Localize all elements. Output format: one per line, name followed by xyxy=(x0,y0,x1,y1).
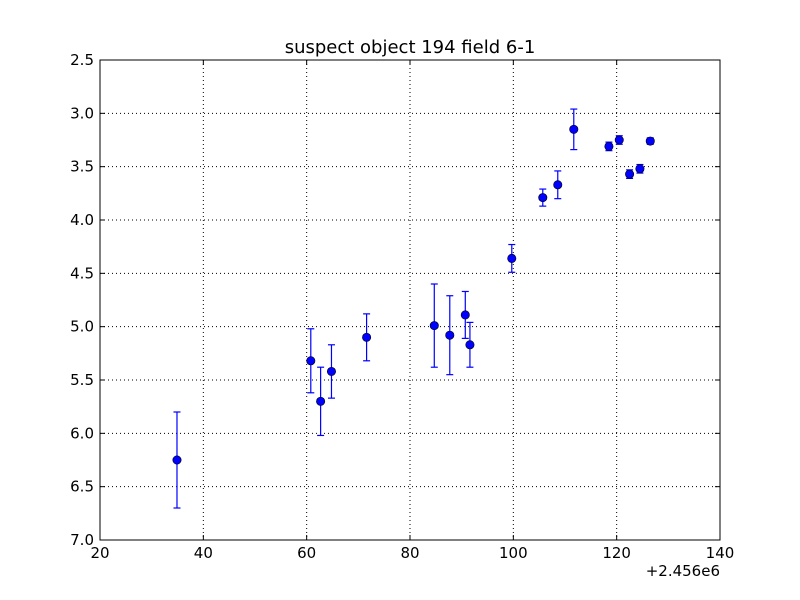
data-point xyxy=(465,340,475,350)
y-tick-label: 5.5 xyxy=(70,371,94,389)
x-tick-label: 20 xyxy=(90,544,109,562)
chart-title: suspect object 194 field 6-1 xyxy=(285,37,536,58)
y-tick-label: 7.0 xyxy=(70,531,94,549)
y-tick-label: 5.0 xyxy=(70,318,94,336)
data-point xyxy=(429,321,439,331)
data-point xyxy=(569,124,579,134)
data-point xyxy=(645,136,655,146)
x-tick-label: 140 xyxy=(706,544,735,562)
y-tick-label: 2.5 xyxy=(70,51,94,69)
data-point xyxy=(316,396,326,406)
x-tick-labels: 20 40 60 80 100 120 140 xyxy=(90,544,734,562)
data-point xyxy=(538,193,548,203)
y-tick-label: 6.0 xyxy=(70,424,94,442)
data-point xyxy=(507,253,517,263)
x-tick-label: 100 xyxy=(499,544,528,562)
x-tick-label: 120 xyxy=(602,544,631,562)
data-point xyxy=(553,180,563,190)
x-axis-offset-label: +2.456e6 xyxy=(646,562,720,580)
data-point xyxy=(172,455,182,465)
y-tick-label: 4.0 xyxy=(70,211,94,229)
y-tick-label: 3.5 xyxy=(70,158,94,176)
axis-ticks xyxy=(99,59,721,541)
y-tick-label: 6.5 xyxy=(70,478,94,496)
data-point xyxy=(306,356,316,366)
data-point xyxy=(635,164,645,174)
grid-lines xyxy=(99,59,721,541)
y-tick-label: 3.0 xyxy=(70,104,94,122)
data-point xyxy=(460,310,470,320)
data-point xyxy=(625,169,635,179)
y-tick-label: 4.5 xyxy=(70,264,94,282)
data-point xyxy=(362,332,372,342)
x-tick-label: 80 xyxy=(400,544,419,562)
data-point xyxy=(614,135,624,145)
x-tick-label: 40 xyxy=(194,544,213,562)
error-bars xyxy=(173,108,654,509)
data-point xyxy=(445,330,455,340)
data-point xyxy=(326,366,336,376)
x-tick-label: 60 xyxy=(297,544,316,562)
data-points xyxy=(172,124,655,465)
y-tick-labels: 2.5 3.0 3.5 4.0 4.5 5.0 5.5 6.0 6.5 7.0 xyxy=(70,51,94,549)
data-point xyxy=(604,141,614,151)
